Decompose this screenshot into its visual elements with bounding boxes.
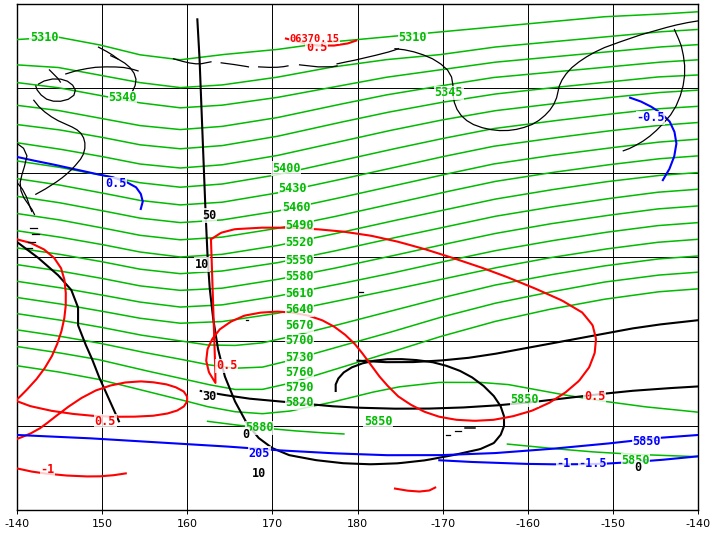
Text: 5850: 5850 (621, 454, 650, 467)
Text: 0.5: 0.5 (216, 359, 237, 372)
Text: 5460: 5460 (282, 201, 310, 214)
Text: 5880: 5880 (245, 422, 274, 434)
Text: 5550: 5550 (285, 254, 314, 266)
Text: 5820: 5820 (285, 396, 314, 409)
Text: 5345: 5345 (435, 86, 463, 99)
Text: 10: 10 (252, 467, 266, 480)
Text: 0.5: 0.5 (584, 390, 606, 402)
Text: 0.5: 0.5 (105, 177, 127, 190)
Text: 5670: 5670 (285, 319, 314, 332)
Text: 10: 10 (195, 258, 209, 271)
Text: -1: -1 (556, 457, 571, 470)
Text: -0.5: -0.5 (636, 111, 665, 124)
Text: 5700: 5700 (285, 334, 314, 348)
Text: 5850: 5850 (511, 393, 538, 406)
Text: -1: -1 (40, 463, 54, 476)
Text: 5730: 5730 (285, 351, 314, 364)
Text: 06370.15: 06370.15 (290, 34, 340, 44)
Text: -1.5: -1.5 (578, 457, 607, 470)
Text: 5610: 5610 (285, 287, 314, 300)
Text: 0.5: 0.5 (94, 415, 116, 428)
Text: 5760: 5760 (285, 366, 314, 379)
Text: 205: 205 (249, 447, 270, 459)
Text: 0.5: 0.5 (306, 41, 327, 54)
Text: 50: 50 (202, 209, 217, 222)
Text: 5850: 5850 (632, 435, 661, 448)
Text: 5850: 5850 (364, 415, 393, 428)
Text: 0: 0 (635, 462, 642, 474)
Text: 5340: 5340 (108, 91, 137, 104)
Text: 5580: 5580 (285, 270, 314, 282)
Text: 5520: 5520 (285, 236, 314, 249)
Text: 5310: 5310 (398, 30, 427, 44)
Text: 0: 0 (242, 429, 250, 441)
Text: 5310: 5310 (30, 30, 58, 44)
Text: 5490: 5490 (285, 219, 314, 232)
Text: 5790: 5790 (285, 381, 314, 394)
Text: 5640: 5640 (285, 303, 314, 316)
Text: 5430: 5430 (279, 182, 307, 195)
Text: 30: 30 (202, 390, 217, 402)
Text: 5400: 5400 (272, 162, 300, 175)
